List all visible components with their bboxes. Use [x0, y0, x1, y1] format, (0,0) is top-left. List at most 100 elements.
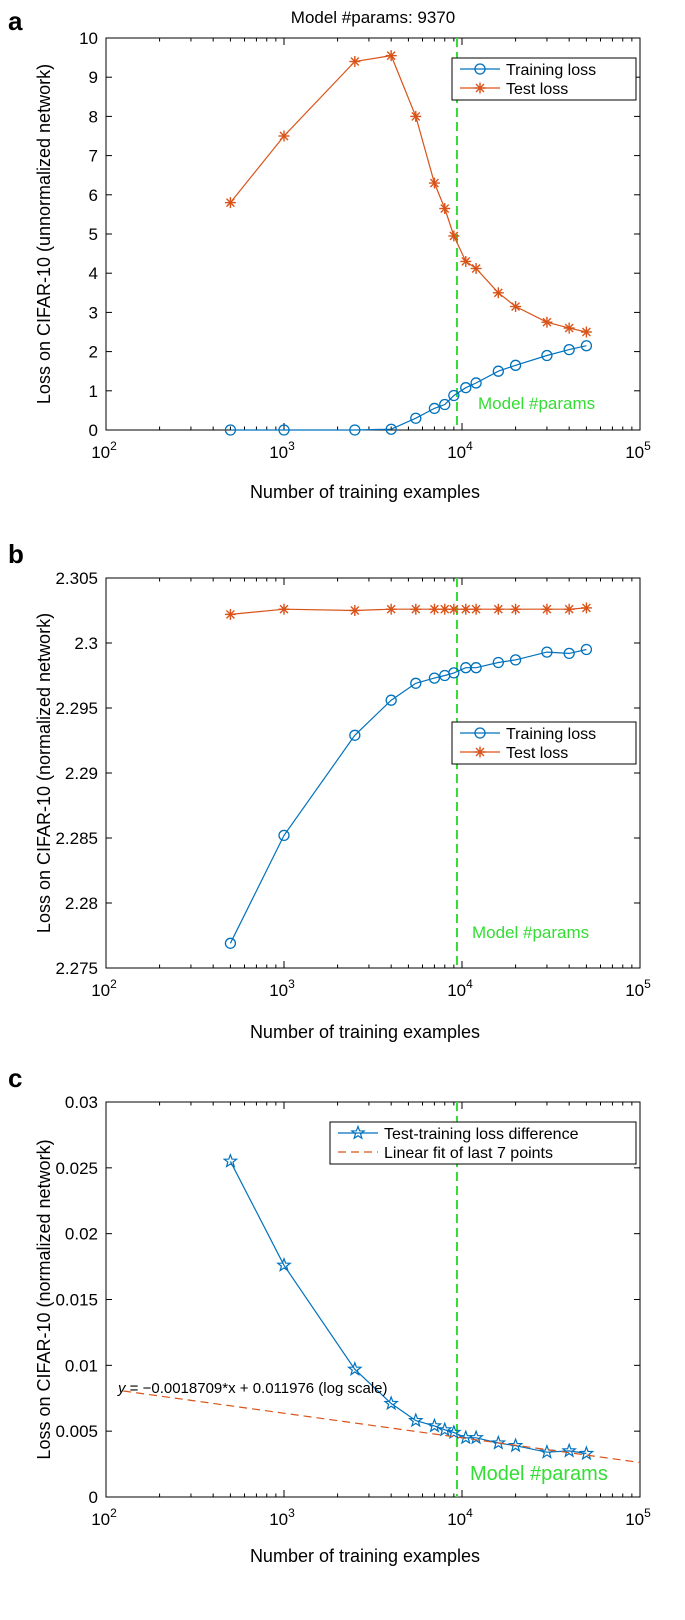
y-tick-label: 1: [89, 382, 98, 401]
x-tick-label: 105: [625, 439, 651, 462]
data-point: [349, 424, 361, 436]
legend: Training loss Test loss: [451, 57, 637, 101]
data-point: [385, 694, 397, 706]
x-tick-label: 104: [447, 439, 473, 462]
data-point: [278, 130, 290, 142]
y-tick-label: 0.005: [55, 1422, 98, 1441]
data-point: [563, 647, 575, 660]
y-tick-label: 2.305: [55, 569, 98, 588]
data-point: [563, 322, 575, 334]
panel-label: b: [8, 539, 24, 569]
data-point: [541, 349, 553, 362]
legend: Training loss Test loss: [451, 721, 637, 765]
x-tick-label: 104: [447, 977, 473, 1000]
data-point: [446, 1424, 462, 1440]
data-point: [470, 377, 482, 389]
data-point: [541, 316, 553, 328]
data-point: [580, 643, 593, 656]
y-tick-label: 0.025: [55, 1159, 98, 1178]
x-tick-label: 103: [269, 977, 295, 1000]
data-point: [541, 603, 553, 615]
y-tick-label: 10: [79, 29, 98, 48]
legend-entry: Training loss: [506, 726, 596, 743]
model-params-label: Model #params: [470, 1463, 608, 1485]
x-tick-label: 102: [91, 439, 117, 462]
x-axis-label: Number of training examples: [250, 482, 480, 502]
y-tick-label: 2.3: [74, 634, 98, 653]
legend-marker: [474, 727, 486, 739]
plot-area: [105, 37, 641, 431]
data-point: [349, 605, 361, 616]
data-point: [510, 301, 522, 313]
data-point: [448, 603, 460, 615]
legend-entry: Test loss: [506, 81, 568, 98]
model-params-label: Model #params: [472, 923, 589, 942]
y-tick-label: 0.02: [65, 1225, 98, 1244]
y-tick-label: 6: [89, 186, 98, 205]
data-point: [410, 677, 422, 689]
data-point: [436, 1421, 453, 1437]
data-point: [470, 262, 482, 274]
data-point: [448, 230, 460, 242]
data-point: [410, 603, 422, 615]
data-point: [349, 56, 361, 68]
data-point: [541, 646, 553, 658]
y-tick-label: 2: [89, 343, 98, 362]
x-tick-label: 104: [447, 1506, 473, 1529]
data-point: [439, 203, 451, 215]
data-point: [385, 423, 397, 435]
data-point: [428, 402, 441, 415]
series-line-0: [230, 345, 587, 431]
data-point: [561, 1442, 578, 1458]
data-point: [507, 1437, 524, 1453]
data-point: [224, 197, 236, 209]
data-point: [385, 50, 397, 62]
legend-entry: Linear fit of last 7 points: [384, 1145, 553, 1162]
data-point: [346, 1361, 363, 1376]
chart-panel-b: 2.275 2.28 2.285 2.29 2.295 2.3 2.305 102 103 104…: [8, 539, 651, 1042]
legend-marker: [474, 746, 486, 758]
data-point: [448, 667, 460, 679]
x-tick-label: 105: [625, 1506, 651, 1529]
data-point: [492, 365, 504, 377]
data-point: [580, 326, 592, 338]
y-tick-label: 2.275: [55, 959, 98, 978]
data-point: [407, 1412, 424, 1428]
y-tick-label: 5: [89, 225, 98, 244]
y-tick-label: 2.295: [55, 699, 98, 718]
fit-line: [123, 1390, 641, 1464]
data-point: [460, 255, 472, 267]
data-point: [410, 110, 422, 122]
data-point: [580, 340, 593, 352]
data-point: [470, 662, 482, 674]
legend-marker: [474, 63, 486, 75]
legend-entry: Training loss: [506, 62, 596, 79]
data-point: [510, 603, 522, 615]
plot-area: [105, 577, 641, 969]
data-point: [460, 603, 472, 615]
y-tick-label: 0.015: [55, 1291, 98, 1310]
data-point: [468, 1429, 484, 1445]
data-point: [278, 424, 290, 436]
y-tick-label: 4: [89, 264, 98, 283]
series-line-0: [229, 648, 587, 944]
data-point: [509, 654, 522, 666]
y-tick-label: 0: [89, 1488, 98, 1507]
data-point: [563, 343, 575, 356]
x-axis-label: Number of training examples: [250, 1022, 480, 1042]
data-point: [349, 729, 361, 741]
data-point: [224, 424, 237, 436]
legend-entry: Test loss: [506, 745, 568, 762]
legend-marker: [350, 1124, 366, 1140]
data-point: [278, 603, 290, 615]
data-point: [428, 672, 441, 684]
panel-label: a: [8, 6, 23, 36]
data-point: [410, 412, 422, 424]
y-tick-label: 9: [89, 68, 98, 87]
y-tick-label: 3: [89, 303, 98, 322]
legend: Test-training loss difference Linear fit …: [329, 1121, 637, 1165]
series-line-0: [229, 1161, 587, 1455]
data-point: [224, 608, 236, 620]
data-point: [492, 603, 504, 615]
data-point: [509, 359, 522, 371]
